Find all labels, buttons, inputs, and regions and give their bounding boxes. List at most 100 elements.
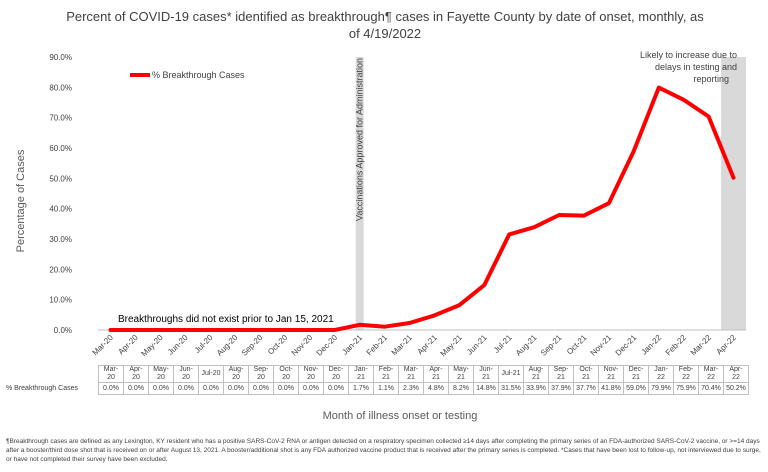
data-table-value-cell: 79.9%	[648, 382, 674, 395]
data-table-value-cell: 1.1%	[373, 382, 399, 395]
x-tick-label: Jun-20	[166, 333, 190, 357]
y-tick-label: 70.0%	[49, 114, 72, 123]
data-table-header-cell: Mar- 21	[398, 365, 424, 383]
x-tick-label: Dec-21	[614, 333, 639, 358]
y-tick-label: 20.0%	[49, 265, 72, 274]
x-tick-label: Jan-21	[340, 333, 364, 357]
data-point	[632, 149, 636, 153]
data-point	[108, 328, 112, 332]
data-point	[457, 303, 461, 307]
data-table-value-cell: 0.0%	[123, 382, 149, 395]
x-tick-label: Mar-21	[390, 333, 415, 358]
vaccine-approval-label: Vaccinations Approved for Administration	[355, 58, 365, 221]
data-table-value-cell: 0.0%	[98, 382, 124, 395]
data-table-value-cell: 0.0%	[273, 382, 299, 395]
data-table-header-cell: Jan- 21	[348, 365, 374, 383]
data-table-header-cell: Nov- 20	[298, 365, 324, 383]
x-tick-label: Sep-21	[539, 333, 564, 358]
shaded-period-band	[721, 57, 746, 330]
x-tick-label: May-21	[439, 333, 465, 359]
data-point	[158, 328, 162, 332]
shaded-period-label-line: reporting	[693, 74, 729, 84]
y-tick-label: 50.0%	[49, 174, 72, 183]
data-table-value-cell: 0.0%	[298, 382, 324, 395]
data-point	[383, 325, 387, 329]
data-point	[333, 328, 337, 332]
y-tick-label: 40.0%	[49, 205, 72, 214]
data-point	[682, 98, 686, 102]
data-table-value-cell: 75.9%	[673, 382, 699, 395]
x-tick-label: Nov-21	[589, 333, 614, 358]
data-table-value-cell: 8.2%	[448, 382, 474, 395]
data-point	[657, 86, 661, 90]
data-table-header-cell: Dec- 21	[623, 365, 649, 383]
legend-label: % Breakthrough Cases	[152, 70, 245, 80]
x-tick-label: Apr-20	[116, 333, 140, 357]
x-tick-label: Jul-21	[492, 333, 514, 355]
data-table-value-cell: 70.4%	[698, 382, 724, 395]
data-point	[432, 313, 436, 317]
data-point	[732, 176, 736, 180]
data-point	[358, 323, 362, 327]
data-table: Mar- 20 Apr- 20 May- 20 Jun- 20 Jul-20 Aug- 20 Sep-…	[6, 365, 749, 395]
x-tick-label: Apr-21	[416, 333, 440, 357]
data-table-value-cell: 37.7%	[573, 382, 599, 395]
shaded-period-label-line: delays in testing and	[655, 62, 737, 72]
data-point	[482, 283, 486, 287]
x-tick-label: Nov-20	[290, 333, 315, 358]
data-point	[557, 213, 561, 217]
data-table-value-cell: 1.7%	[348, 382, 374, 395]
data-point	[133, 328, 137, 332]
x-tick-label: May-20	[139, 333, 165, 359]
series-line-breakthrough	[108, 85, 736, 332]
data-point	[507, 232, 511, 236]
data-point	[532, 225, 536, 229]
data-table-value-cell: 33.9%	[523, 382, 549, 395]
x-tick-label: Jul-20	[193, 333, 215, 355]
data-table-value-cell: 0.0%	[148, 382, 174, 395]
data-table-value-cell: 4.8%	[423, 382, 449, 395]
x-tick-label: Aug-21	[514, 333, 539, 358]
data-table-header-cell: Oct- 21	[573, 365, 599, 383]
data-table-value-cell: 0.0%	[173, 382, 199, 395]
vaccine-approval-band	[355, 57, 364, 330]
y-tick-label: 80.0%	[49, 83, 72, 92]
y-tick-label: 30.0%	[49, 235, 72, 244]
data-point	[208, 328, 212, 332]
data-point	[408, 321, 412, 325]
chart-svg: Vaccinations Approved for Administration…	[49, 50, 746, 359]
chart-title: Percent of COVID-19 cases* identified as…	[66, 9, 704, 41]
data-table-value-cell: 0.0%	[323, 382, 349, 395]
y-tick-label: 90.0%	[49, 53, 72, 62]
x-tick-label: Mar-22	[689, 333, 714, 358]
data-table-header-cell: Feb- 21	[373, 365, 399, 383]
x-axis-label: Month of illness onset or testing	[322, 410, 478, 422]
x-tick-label: Aug-20	[215, 333, 240, 358]
data-point	[258, 328, 262, 332]
data-table-value-cell: 41.8%	[598, 382, 624, 395]
x-tick-label: Oct-20	[266, 333, 290, 357]
data-table-value-cell: 37.9%	[548, 382, 574, 395]
data-table-header-cell: Jun- 20	[173, 365, 199, 383]
data-table-value-cell: 2.3%	[398, 382, 424, 395]
data-table-header-cell: Mar- 20	[98, 365, 124, 383]
data-table-header-cell: Aug- 20	[223, 365, 249, 383]
data-table-header-cell: Sep- 20	[248, 365, 274, 383]
data-table-header-cell: Mar- 22	[698, 365, 724, 383]
y-tick-label: 0.0%	[54, 326, 72, 335]
data-point	[607, 201, 611, 205]
data-table-row-label: % Breakthrough Cases	[6, 384, 78, 392]
shaded-period-label-line: Likely to increase due to	[640, 50, 737, 60]
data-table-value-cell: 59.0%	[623, 382, 649, 395]
data-table-header-cell: May- 20	[148, 365, 174, 383]
data-table-header-cell: Jun- 21	[473, 365, 499, 383]
data-table-header-cell: Sep- 21	[548, 365, 574, 383]
data-table-value-cell: 0.0%	[198, 382, 224, 395]
x-tick-label: Sep-20	[240, 333, 265, 358]
data-point	[707, 114, 711, 118]
data-point	[308, 328, 312, 332]
data-table-header-cell: Jul-21	[498, 365, 524, 383]
data-table-value-cell: 14.8%	[473, 382, 499, 395]
x-tick-label: Apr-22	[715, 333, 739, 357]
pre-2021-note: Breakthroughs did not exist prior to Jan…	[118, 314, 334, 325]
